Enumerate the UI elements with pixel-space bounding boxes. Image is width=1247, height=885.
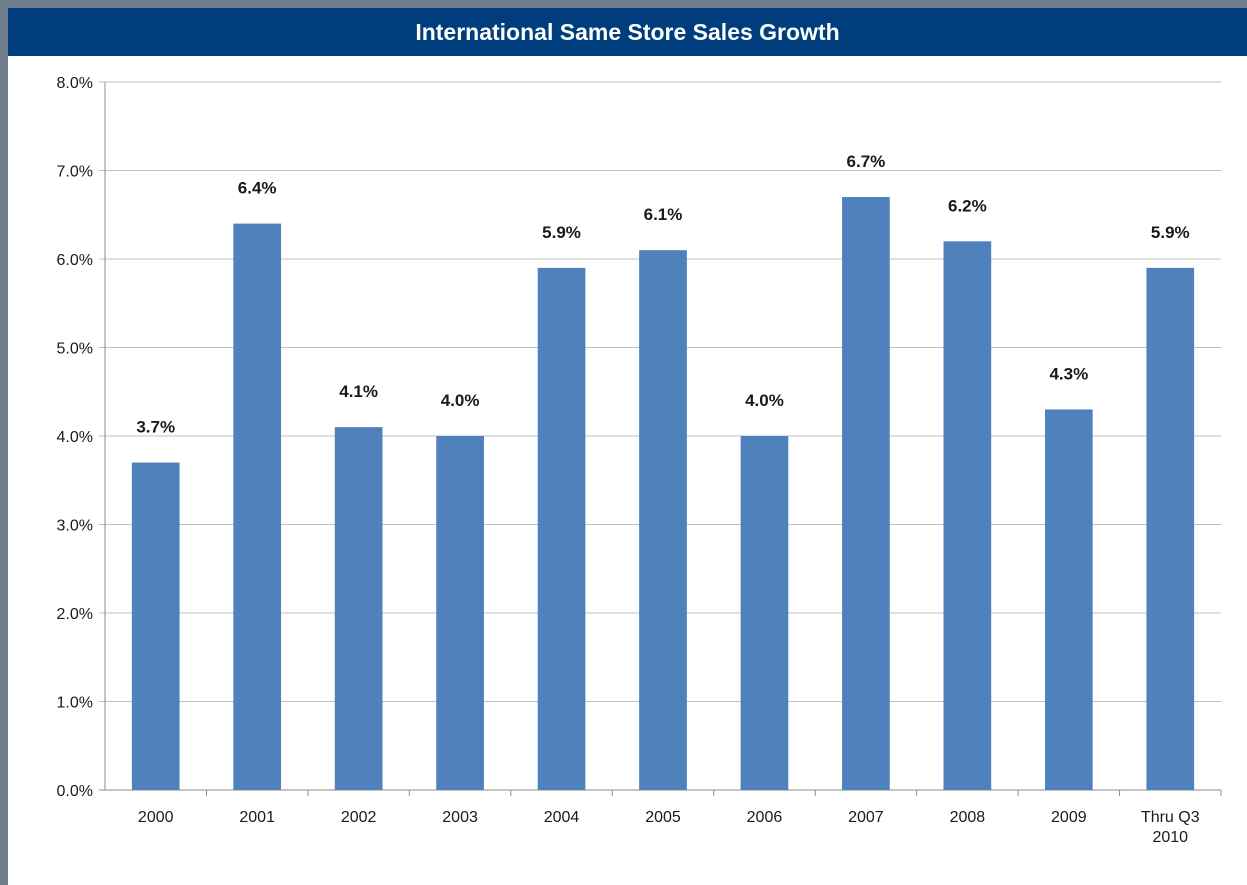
data-label: 6.4% bbox=[238, 179, 277, 198]
y-tick-label: 4.0% bbox=[57, 429, 93, 446]
x-tick-label: 2003 bbox=[442, 809, 478, 826]
bar bbox=[740, 436, 789, 790]
bar bbox=[233, 223, 282, 791]
x-tick-label: 2009 bbox=[1051, 809, 1087, 826]
bar bbox=[537, 267, 586, 791]
bar-chart: 0.0% 1.0% 2.0% 3.0% 4.0% 5.0% 6.0% 7.0% 8.0% 3.7%… bbox=[57, 75, 1222, 846]
x-tick-label: 2006 bbox=[747, 809, 783, 826]
data-label: 6.2% bbox=[948, 196, 987, 215]
x-tick-label: 2008 bbox=[950, 809, 986, 826]
data-label: 6.1% bbox=[644, 205, 683, 224]
y-tick-label: 7.0% bbox=[57, 164, 93, 181]
bar bbox=[1044, 409, 1093, 790]
data-label: 4.3% bbox=[1049, 364, 1088, 383]
x-tick-label: 2005 bbox=[645, 809, 681, 826]
y-tick-label: 5.0% bbox=[57, 341, 93, 358]
x-tick-label: 2002 bbox=[341, 809, 377, 826]
y-tick-label: 8.0% bbox=[57, 75, 93, 92]
x-tick-label: 2010 bbox=[1152, 829, 1188, 846]
chart-title: International Same Store Sales Growth bbox=[415, 18, 840, 45]
data-label: 6.7% bbox=[847, 152, 886, 171]
x-tick-label: 2000 bbox=[138, 809, 174, 826]
bar bbox=[639, 250, 687, 790]
data-label: 4.0% bbox=[745, 391, 784, 410]
data-label: 5.9% bbox=[542, 223, 581, 242]
chart-title-bar: International Same Store Sales Growth bbox=[8, 8, 1247, 56]
bar bbox=[436, 436, 484, 790]
data-label: 4.1% bbox=[339, 382, 378, 401]
x-tick-label: 2001 bbox=[239, 809, 275, 826]
chart-panel: International Same Store Sales Growth 0.… bbox=[8, 8, 1247, 885]
y-tick-label: 6.0% bbox=[57, 252, 93, 269]
data-label: 5.9% bbox=[1151, 223, 1190, 242]
y-tick-label: 0.0% bbox=[57, 783, 93, 800]
y-tick-label: 2.0% bbox=[57, 606, 93, 623]
bar bbox=[842, 197, 890, 791]
data-label: 3.7% bbox=[136, 418, 175, 437]
x-tick-label: Thru Q3 bbox=[1141, 809, 1200, 826]
bar bbox=[943, 241, 992, 791]
bar bbox=[1146, 267, 1195, 791]
x-tick-label: 2007 bbox=[848, 809, 884, 826]
data-label: 4.0% bbox=[441, 391, 480, 410]
bar bbox=[334, 427, 383, 790]
bar bbox=[131, 462, 180, 790]
y-tick-label: 1.0% bbox=[57, 695, 93, 712]
y-tick-label: 3.0% bbox=[57, 518, 93, 535]
x-tick-label: 2004 bbox=[544, 809, 580, 826]
